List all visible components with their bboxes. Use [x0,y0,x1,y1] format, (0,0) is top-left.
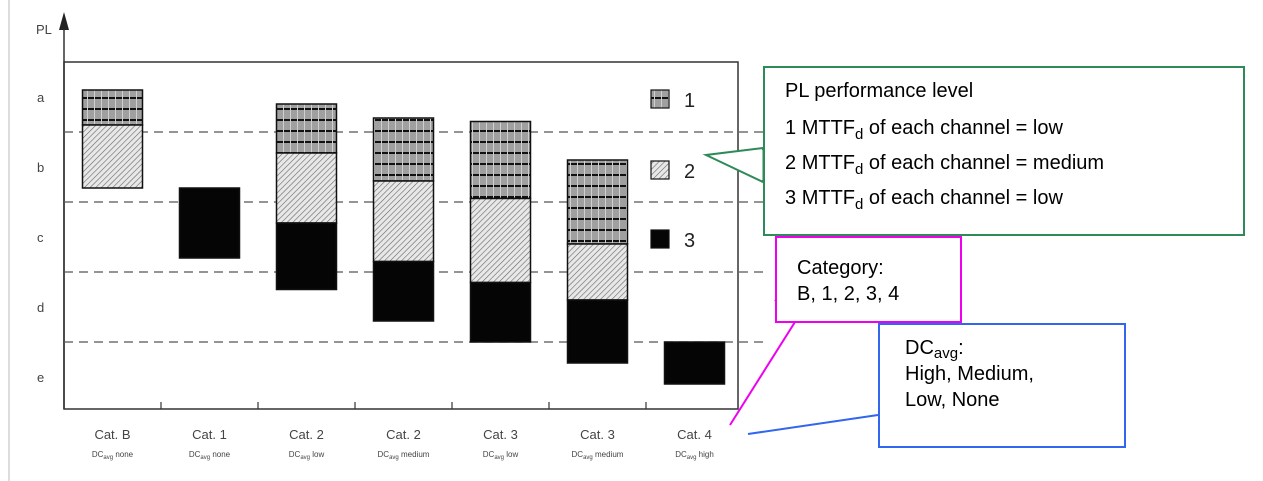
legend-key-3: 3 [684,230,695,252]
bar-segment-2 [469,197,532,284]
x-dc-label: DCavg none [189,450,231,461]
x-category-label: Cat. 2 [386,427,421,442]
y-axis-label: PL [36,22,52,37]
x-category-label: Cat. 4 [677,427,712,442]
dc-avg-callout: DCavg: High, Medium, Low, None [878,323,1126,448]
bar-segment-3 [469,281,532,343]
x-dc-label: DCavg medium [572,450,624,461]
pl-callout-line-1: 1 MTTFd of each channel = low [785,117,1063,143]
x-dc-label: DCavg medium [378,450,430,461]
legend: 1 2 3 [650,89,695,252]
legend-key-2: 2 [684,161,695,183]
bar-segment-1 [372,117,435,182]
legend-key-1: 1 [684,90,695,112]
bar-segment-2 [81,124,144,189]
x-category-label: Cat. B [94,427,130,442]
x-category-label: Cat. 1 [192,427,227,442]
dc-callout-line-3: Low, None [905,389,1000,411]
x-dc-label: DCavg low [483,450,519,461]
y-level-label: a [37,90,45,105]
category-callout-line-1: Category: [797,257,884,279]
dc-callout-line-1: DCavg: [905,337,964,362]
y-level-label: c [37,230,44,245]
legend-swatch-3 [650,229,670,249]
x-category-label: Cat. 2 [289,427,324,442]
y-level-labels: a b c d e [37,90,45,385]
y-level-label: e [37,370,44,385]
bars [81,89,726,385]
dc-connector [747,414,879,435]
pl-legend-callout: PL performance level 1 MTTFd of each cha… [763,66,1245,236]
x-labels: Cat. B DCavg none Cat. 1 DCavg none Cat. 2 DC… [92,427,714,461]
y-level-label: b [37,160,44,175]
x-category-label: Cat. 3 [580,427,615,442]
pl-callout-title: PL performance level [785,80,974,102]
bar-segment-1 [81,89,144,126]
bar-segment-3 [275,222,338,291]
bar-segment-3 [663,341,726,385]
x-dc-label: DCavg none [92,450,134,461]
bar-segment-1 [469,120,532,200]
y-level-label: d [37,300,44,315]
x-tick-marks [160,402,647,409]
bar-segment-2 [566,243,629,301]
x-category-label: Cat. 3 [483,427,518,442]
legend-swatch-1 [650,89,670,109]
bar-segment-1 [275,103,338,154]
bar-segment-3 [372,260,435,322]
pl-callout-line-3: 3 MTTFd of each channel = low [785,187,1063,213]
dc-callout-line-2: High, Medium, [905,363,1034,385]
bar-segment-1 [566,159,629,245]
category-callout-line-2: B, 1, 2, 3, 4 [797,283,900,305]
x-dc-label: DCavg high [675,450,714,461]
pl-callout-line-2: 2 MTTFd of each channel = medium [785,152,1105,178]
bar-segment-2 [275,152,338,224]
pl-callout-pointer [702,146,764,184]
y-axis-arrow-icon [59,12,69,30]
bar-segment-2 [372,180,435,263]
x-dc-label: DCavg low [289,450,325,461]
category-callout: Category: B, 1, 2, 3, 4 [775,236,962,323]
bar-segment-3 [178,187,241,259]
legend-swatch-2 [650,160,670,180]
bar-segment-3 [566,299,629,364]
